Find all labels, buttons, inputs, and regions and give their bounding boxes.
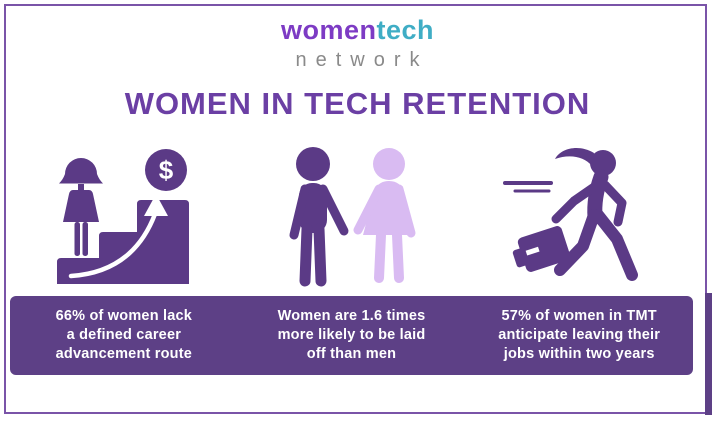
logo: womentech network — [0, 15, 715, 71]
stat-layoff-rate: Women are 1.6 times more likely to be la… — [277, 307, 426, 363]
page-title: WOMEN IN TECH RETENTION — [124, 86, 591, 121]
logo-tech-text: tech — [376, 15, 435, 45]
career-growth-stairs-icon: $ — [10, 143, 238, 293]
right-accent-bar — [705, 293, 712, 415]
man-and-woman-holding-hands-icon — [238, 143, 466, 293]
icons-row: $ — [10, 143, 693, 293]
logo-network-text: network — [295, 48, 429, 71]
stats-band: 66% of women lack a defined career advan… — [10, 296, 693, 375]
logo-women-text: women — [280, 15, 377, 45]
dollar-sign: $ — [159, 155, 174, 185]
stat-attrition: 57% of women in TMT anticipate leaving t… — [498, 307, 661, 363]
logo-wordmark: womentech — [0, 15, 715, 46]
stat-career-route: 66% of women lack a defined career advan… — [55, 307, 193, 363]
woman-leaving-with-briefcase-icon — [465, 143, 693, 293]
